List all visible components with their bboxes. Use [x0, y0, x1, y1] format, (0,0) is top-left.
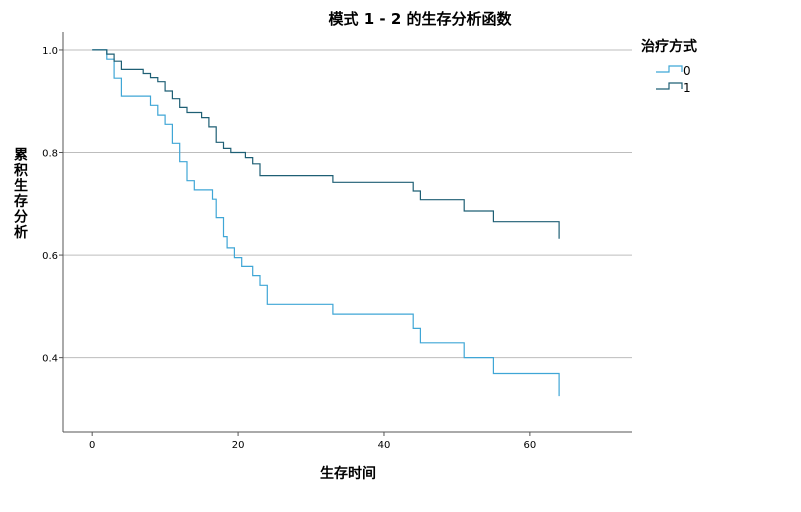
legend-label-1: 1 [683, 81, 691, 95]
y-axis-label: 累积生存分析 [14, 147, 28, 241]
gridlines [63, 49, 632, 359]
legend-swatch-0 [656, 65, 683, 73]
legend-items: 01 [656, 64, 691, 95]
y-ticks: 0.4 0.6 0.8 1.0 [42, 46, 63, 365]
x-tick-label: 40 [378, 440, 391, 451]
legend-title: 治疗方式 [641, 38, 697, 55]
x-tick-label: 20 [232, 440, 245, 451]
legend-label-0: 0 [683, 64, 691, 78]
legend-swatch-1 [656, 82, 683, 90]
axes [62, 32, 632, 433]
chart-title: 模式 1 - 2 的生存分析函数 [329, 10, 513, 28]
x-ticks: 0 20 40 60 [89, 432, 536, 451]
x-tick-label: 0 [89, 440, 95, 451]
y-tick-label: 1.0 [42, 46, 58, 57]
legend: 治疗方式 01 [641, 38, 697, 95]
y-tick-label: 0.6 [42, 251, 58, 262]
series-lines [92, 49, 560, 397]
y-tick-label: 0.8 [42, 149, 58, 160]
series-line-1 [92, 49, 560, 239]
x-axis-label: 生存时间 [320, 465, 376, 482]
y-tick-label: 0.4 [42, 354, 58, 365]
series-line-0 [92, 49, 560, 397]
x-tick-label: 60 [524, 440, 537, 451]
